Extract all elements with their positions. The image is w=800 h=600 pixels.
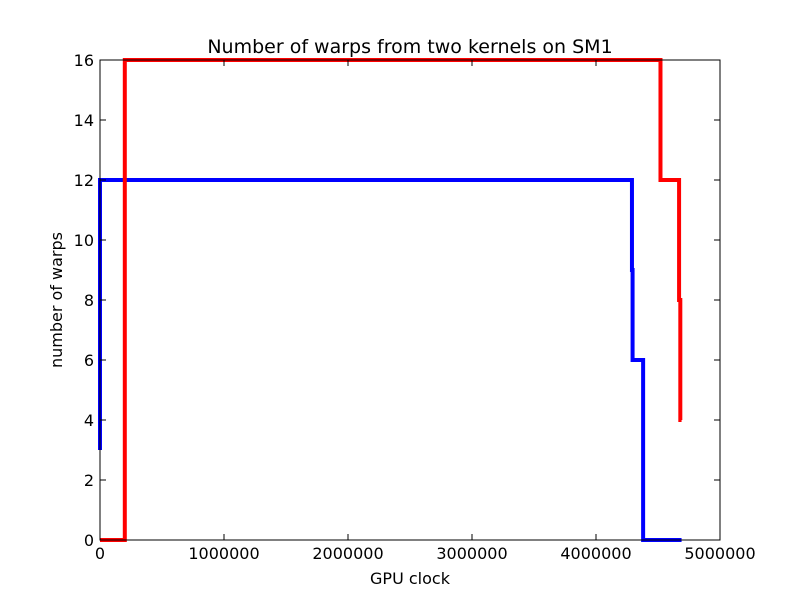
x-axis-title: GPU clock (370, 569, 451, 588)
y-tick-label: 16 (74, 51, 94, 70)
y-axis-title: number of warps (47, 232, 66, 368)
y-tick-label: 12 (74, 171, 94, 190)
x-tick-label: 2000000 (312, 544, 383, 563)
y-tick-label: 4 (84, 411, 94, 430)
x-tick-label: 1000000 (188, 544, 259, 563)
series-line-2 (100, 58, 683, 542)
x-tick-label: 5000000 (684, 544, 755, 563)
x-tick-label: 3000000 (436, 544, 507, 563)
y-tick-label: 6 (84, 351, 94, 370)
x-tick-label: 4000000 (560, 544, 631, 563)
y-tick-label: 2 (84, 471, 94, 490)
chart-title: Number of warps from two kernels on SM1 (207, 36, 612, 58)
ticks-layer: 0 1000000 2000000 3000000 4000000 5000000 0 2 4 6… (74, 51, 756, 563)
x-tick-label: 0 (95, 544, 105, 563)
y-tick-label: 10 (74, 231, 94, 250)
y-tick-label: 0 (84, 531, 94, 550)
y-tick-label: 8 (84, 291, 94, 310)
y-tick-label: 14 (74, 111, 94, 130)
